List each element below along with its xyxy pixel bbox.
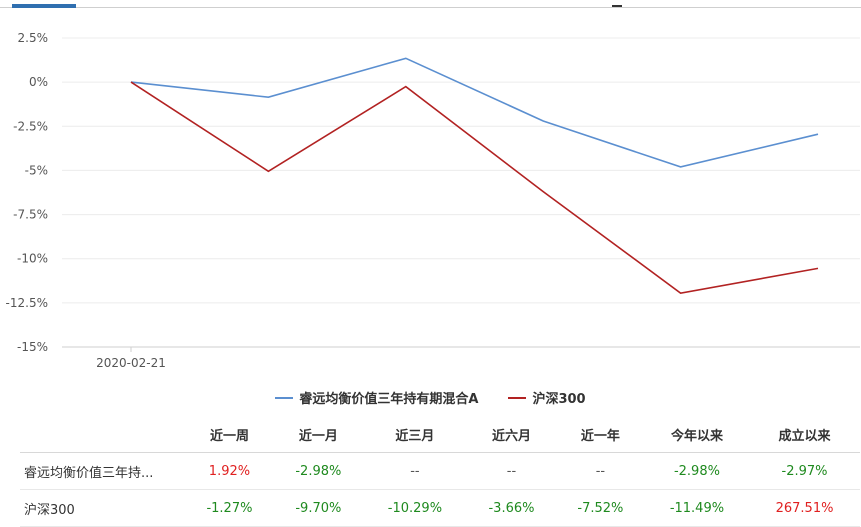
chart-series (130, 57, 819, 294)
cell-value: -3.66% (467, 489, 556, 527)
y-tick-label: -2.5% (13, 119, 48, 133)
table-row: 沪深300 -1.27% -9.70% -10.29% -3.66% -7.52… (20, 489, 860, 527)
row-name: 沪深300 (20, 489, 185, 527)
cell-value: -11.49% (644, 489, 750, 527)
tab-marker (612, 5, 622, 7)
y-tick-label: -7.5% (13, 208, 48, 222)
series-line-index (130, 81, 819, 294)
cell-value: -- (555, 452, 645, 490)
cell-value: -2.97% (749, 452, 860, 490)
header-ytd: 今年以来 (644, 416, 750, 453)
chart-grid (62, 37, 860, 348)
y-tick-label: 2.5% (18, 31, 49, 45)
y-tick-label: -10% (17, 252, 48, 266)
legend-swatch-index (508, 396, 527, 399)
cell-value: -1.27% (185, 489, 274, 527)
y-tick-label: 0% (29, 75, 48, 89)
legend-label-index: 沪深300 (532, 392, 586, 407)
header-name (20, 416, 185, 453)
header-month: 近一月 (273, 416, 363, 453)
cell-value: -10.29% (362, 489, 468, 527)
header-6month: 近六月 (467, 416, 556, 453)
y-tick-label: -12.5% (6, 296, 48, 310)
cell-value: 1.92% (185, 452, 274, 490)
header-week: 近一周 (185, 416, 274, 453)
header-year: 近一年 (555, 416, 645, 453)
table-row: 睿远均衡价值三年持... 1.92% -2.98% -- -- -- -2.98… (20, 452, 860, 490)
table-header-row: 近一周 近一月 近三月 近六月 近一年 今年以来 成立以来 (20, 416, 860, 453)
cell-value: -- (362, 452, 468, 490)
active-tab-indicator[interactable] (12, 4, 76, 8)
y-tick-label: -5% (25, 163, 48, 177)
cell-value: -- (467, 452, 556, 490)
chart-legend: 睿远均衡价值三年持有期混合A 沪深300 (0, 388, 861, 407)
y-tick-label: -15% (17, 340, 48, 354)
tab-bar-divider (0, 7, 861, 8)
performance-table: 近一周 近一月 近三月 近六月 近一年 今年以来 成立以来 睿远均衡价值三年持.… (20, 416, 860, 527)
legend-swatch-fund (275, 396, 294, 399)
series-line-fund (130, 57, 819, 168)
legend-label-fund: 睿远均衡价值三年持有期混合A (299, 392, 479, 407)
cell-value: 267.51% (749, 489, 860, 527)
legend-item-fund[interactable]: 睿远均衡价值三年持有期混合A (275, 388, 478, 407)
y-axis-ticks: 2.5% 0% -2.5% -5% -7.5% -10% -12.5% -15% (6, 31, 48, 354)
row-name: 睿远均衡价值三年持... (20, 452, 185, 490)
legend-item-index[interactable]: 沪深300 (508, 388, 586, 407)
cell-value: -2.98% (273, 452, 363, 490)
line-chart: 2.5% 0% -2.5% -5% -7.5% -10% -12.5% -15% 2020-0… (6, 31, 860, 370)
header-since-inception: 成立以来 (749, 416, 860, 453)
cell-value: -9.70% (273, 489, 363, 527)
header-3month: 近三月 (362, 416, 468, 453)
cell-value: -7.52% (555, 489, 645, 527)
cell-value: -2.98% (644, 452, 750, 490)
x-tick-label: 2020-02-21 (96, 356, 166, 370)
x-axis-ticks: 2020-02-21 (96, 347, 166, 370)
tab-bar (0, 0, 861, 9)
